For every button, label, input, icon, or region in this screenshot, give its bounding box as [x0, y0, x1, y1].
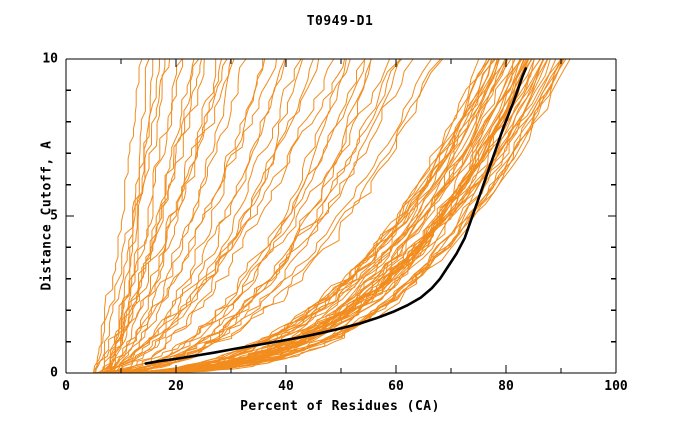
prediction-curve — [105, 58, 403, 374]
prediction-curve — [96, 58, 232, 374]
y-tick-label: 5 — [50, 208, 58, 224]
prediction-curve — [101, 58, 571, 374]
prediction-curve — [95, 58, 205, 373]
chart-title: T0949-D1 — [306, 14, 374, 29]
x-tick-label: 100 — [604, 379, 628, 394]
prediction-curve — [106, 58, 335, 374]
y-tick-label: 0 — [50, 365, 58, 381]
prediction-curves-group — [90, 58, 571, 374]
x-axis-label: Percent of Residues (CA) — [240, 399, 440, 414]
prediction-curve — [102, 58, 314, 374]
prediction-curve — [91, 58, 320, 374]
prediction-curve — [100, 58, 228, 374]
prediction-curve — [103, 58, 525, 374]
prediction-curve — [107, 58, 346, 374]
prediction-curve — [93, 58, 143, 373]
prediction-curve — [102, 59, 264, 374]
prediction-curve — [95, 58, 351, 374]
x-tick-label: 0 — [62, 379, 70, 394]
prediction-curve — [99, 58, 287, 374]
prediction-curve — [106, 58, 200, 373]
prediction-curve — [108, 58, 150, 374]
prediction-curve — [110, 58, 222, 373]
axis-frame-group — [65, 58, 617, 374]
prediction-curve — [102, 58, 247, 374]
x-tick-label: 80 — [498, 379, 514, 394]
prediction-curve — [106, 58, 564, 374]
x-tick-label: 40 — [278, 379, 294, 394]
prediction-curve — [94, 58, 432, 374]
prediction-curve — [94, 58, 512, 374]
prediction-curve — [95, 58, 286, 374]
prediction-curve — [101, 58, 171, 373]
prediction-curve — [111, 58, 266, 374]
prediction-curve — [91, 58, 414, 374]
prediction-curve — [106, 59, 184, 373]
y-tick-label: 10 — [42, 51, 58, 67]
prediction-curve — [107, 58, 302, 374]
reference-curve — [144, 67, 528, 365]
prediction-curve — [107, 58, 235, 374]
prediction-curve — [95, 59, 166, 373]
x-tick-label: 60 — [388, 379, 404, 394]
prediction-curve — [98, 58, 444, 374]
prediction-curve — [97, 58, 391, 374]
prediction-curve — [105, 58, 562, 374]
prediction-curve — [99, 58, 277, 374]
prediction-curve — [111, 58, 442, 374]
x-tick-label: 20 — [168, 379, 184, 394]
